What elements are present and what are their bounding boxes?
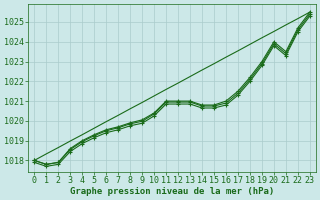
X-axis label: Graphe pression niveau de la mer (hPa): Graphe pression niveau de la mer (hPa) [70,187,274,196]
